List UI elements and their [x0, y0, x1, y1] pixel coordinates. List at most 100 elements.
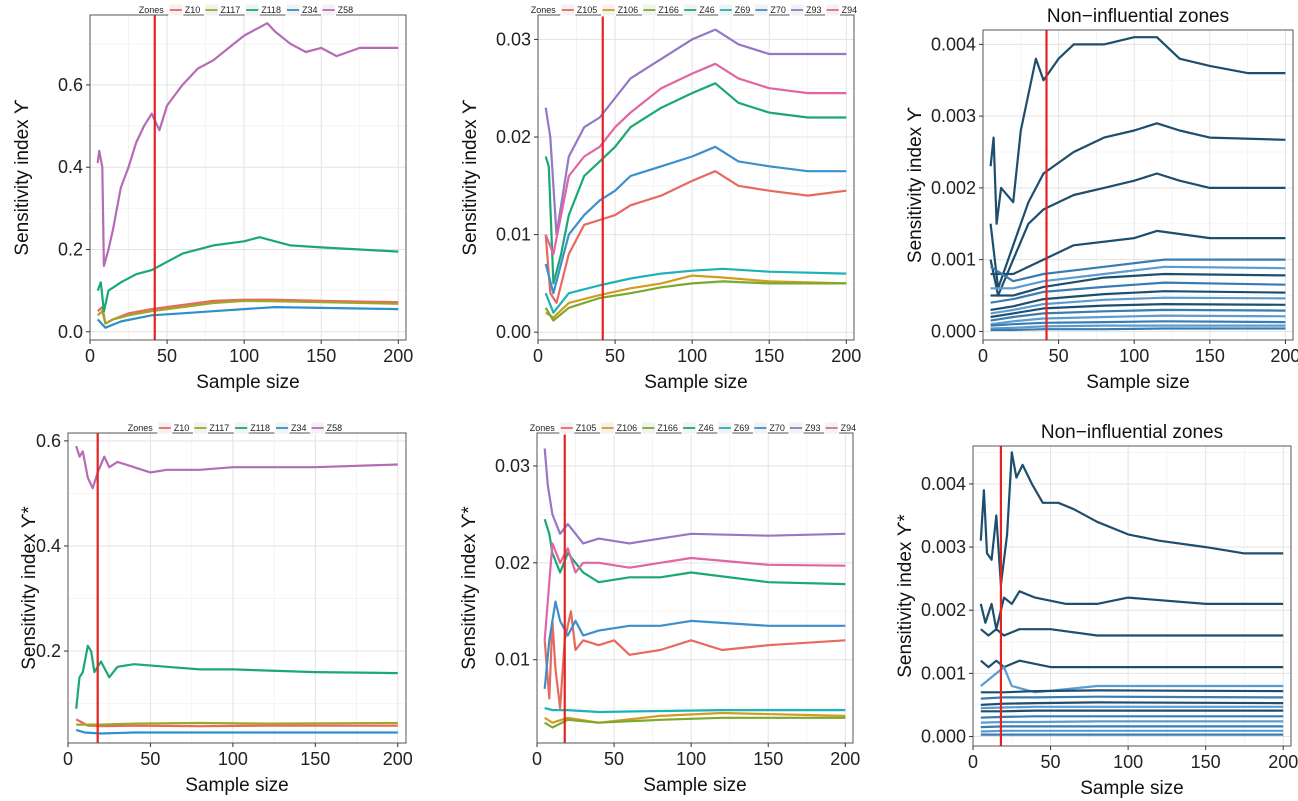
series-line-z118 [96, 236, 399, 313]
y-axis-title: Sensitivity index ϒ* [459, 506, 480, 670]
series-line-z70 [544, 145, 847, 295]
series-group [544, 28, 847, 322]
y-tick-label: 0.004 [931, 34, 976, 54]
series-line-z69 [544, 707, 846, 714]
legend: Zones Z105 Z106 Z166 Z46 Z69 Z70 Z93 Z94 [531, 3, 857, 17]
legend-title: Zones [530, 423, 556, 433]
series-line-10 [990, 296, 1286, 315]
series-group [96, 22, 399, 329]
legend-title: Zones [531, 5, 557, 15]
legend-label-z69: Z69 [734, 423, 750, 433]
series-group [543, 448, 846, 729]
legend: Zones Z10 Z117 Z118 Z34 Z58 [128, 421, 343, 435]
series-line-8 [990, 281, 1286, 304]
y-tick-label: 0.001 [921, 663, 966, 683]
series-line-z117 [96, 299, 399, 325]
legend-label-z10: Z10 [174, 423, 190, 433]
series-line-7 [980, 695, 1284, 700]
y-tick-label: 0.6 [36, 431, 61, 451]
y-tick-label: 0.01 [495, 650, 530, 670]
y-tick-label: 0.000 [931, 321, 976, 341]
series-line-z70 [543, 600, 846, 689]
x-tick-label: 100 [218, 749, 248, 769]
series-line-z58 [96, 22, 399, 267]
series-line-3 [980, 628, 1284, 637]
legend-label-z34: Z34 [291, 423, 307, 433]
y-tick-label: 0.03 [496, 29, 531, 49]
series-line-z93 [544, 28, 847, 236]
x-axis-title: Sample size [1080, 778, 1184, 799]
legend-label-z58: Z58 [338, 5, 354, 15]
series-line-11 [990, 303, 1286, 319]
legend-label-z118: Z118 [250, 423, 270, 433]
series-line-z46 [544, 82, 847, 285]
legend-label-z118: Z118 [261, 5, 281, 15]
legend-title: Zones [128, 423, 154, 433]
y-axis-title: Sensitivity index ϒ* [895, 514, 916, 678]
y-tick-label: 0.4 [58, 157, 83, 177]
x-axis-title: Sample size [185, 775, 289, 796]
plot-border [972, 445, 1292, 747]
legend-label-z106: Z106 [617, 423, 638, 433]
series-line-12 [980, 720, 1284, 724]
x-tick-label: 150 [753, 749, 783, 769]
series-line-15 [990, 324, 1286, 330]
series-line-z106 [545, 274, 847, 319]
series-line-12 [990, 308, 1286, 322]
legend-label-z117: Z117 [209, 423, 229, 433]
x-tick-label: 50 [1041, 752, 1061, 772]
x-tick-label: 200 [1270, 346, 1298, 366]
series-line-z10 [75, 718, 398, 728]
series-line-8 [980, 701, 1284, 706]
x-tick-label: 200 [383, 749, 413, 769]
y-tick-label: 0.001 [931, 250, 976, 270]
x-tick-label: 50 [1049, 346, 1069, 366]
legend-label-z117: Z117 [220, 5, 240, 15]
y-tick-label: 0.02 [495, 553, 530, 573]
series-line-z117 [76, 721, 398, 726]
y-tick-label: 0.000 [921, 727, 966, 747]
legend-label-z58: Z58 [327, 423, 343, 433]
y-tick-label: 0.0 [58, 322, 83, 342]
series-group [75, 445, 398, 735]
legend-label-z10: Z10 [185, 5, 201, 15]
x-tick-label: 50 [605, 346, 625, 366]
x-tick-label: 100 [1119, 346, 1149, 366]
x-tick-label: 200 [831, 346, 861, 366]
y-tick-label: 0.2 [58, 239, 83, 259]
series-line-4 [990, 229, 1286, 276]
legend-label-z94: Z94 [841, 423, 857, 433]
x-tick-label: 150 [1195, 346, 1225, 366]
y-tick-label: 0.002 [931, 178, 976, 198]
series-line-z166 [544, 280, 847, 322]
series-line-11 [980, 715, 1284, 719]
legend: Zones Z10 Z117 Z118 Z34 Z58 [139, 3, 354, 17]
series-line-10 [980, 709, 1284, 713]
x-tick-label: 150 [754, 346, 784, 366]
y-tick-label: 0.00 [496, 322, 531, 342]
series-line-z94 [543, 542, 846, 641]
series-line-6 [980, 689, 1284, 694]
y-tick-label: 0.03 [495, 456, 530, 476]
series-line-3 [989, 172, 1286, 297]
y-axis-title: Sensitivity index ϒ [12, 99, 33, 256]
x-tick-label: 200 [1268, 752, 1298, 772]
plot-background [973, 446, 1291, 746]
x-tick-label: 150 [306, 346, 336, 366]
x-axis-title: Sample size [196, 372, 300, 393]
y-tick-label: 0.002 [921, 600, 966, 620]
legend-label-z106: Z106 [618, 5, 639, 15]
plot-background [90, 15, 406, 340]
y-tick-label: 0.01 [496, 225, 531, 245]
y-tick-label: 0.004 [921, 474, 966, 494]
panel-p1: 0 50 100 150 200 0.0 0.2 0.4 0.6 Sample size Sensi… [12, 3, 413, 393]
legend-label-z69: Z69 [735, 5, 751, 15]
legend-label-z166: Z166 [657, 423, 678, 433]
x-tick-label: 50 [157, 346, 177, 366]
x-axis-title: Sample size [1086, 372, 1190, 393]
legend-label-z93: Z93 [806, 5, 822, 15]
series-line-9 [980, 705, 1284, 710]
legend-label-z70: Z70 [769, 423, 785, 433]
legend-label-z46: Z46 [699, 5, 715, 15]
series-line-5 [980, 666, 1284, 694]
